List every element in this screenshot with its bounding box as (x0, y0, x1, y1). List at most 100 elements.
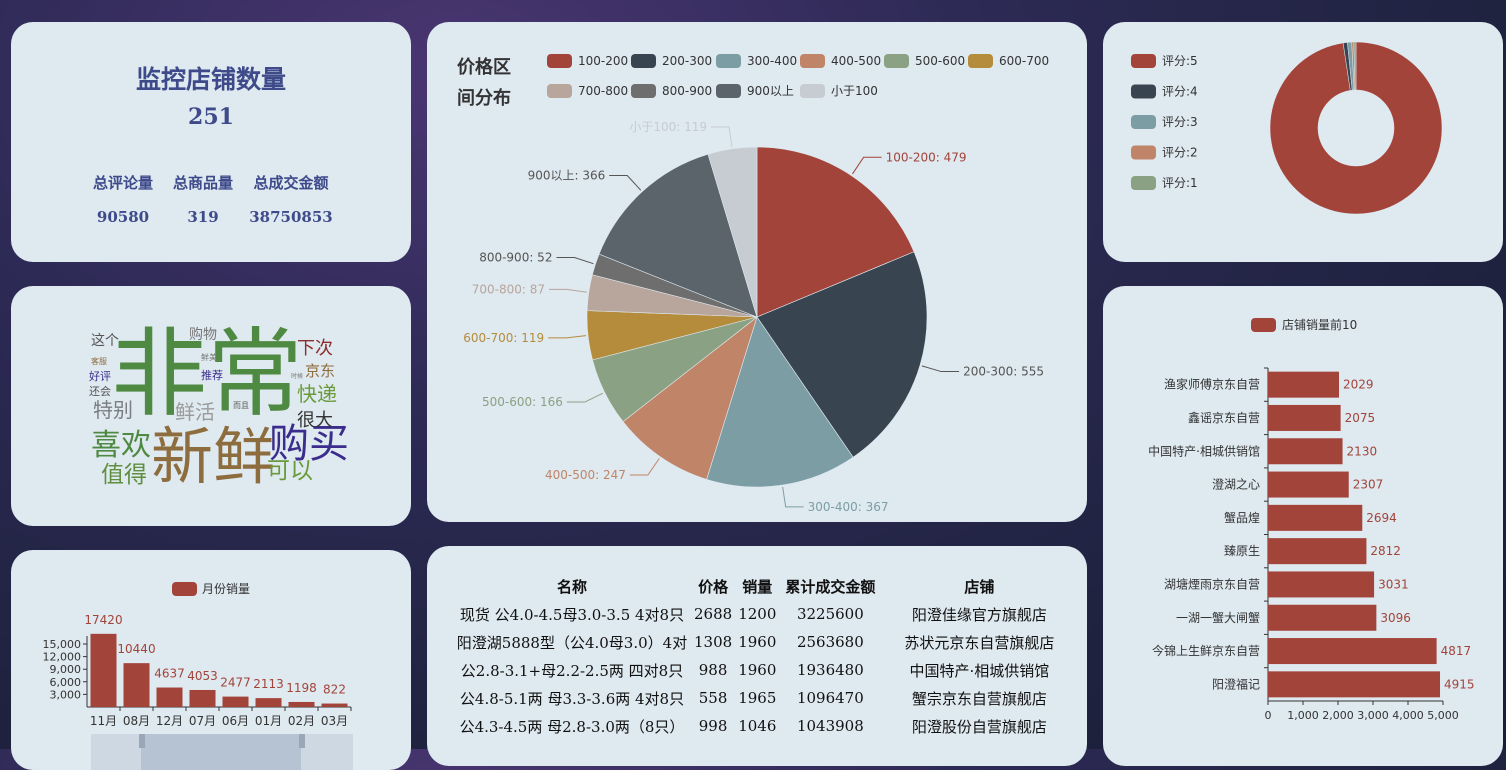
top10-bar-2[interactable] (1268, 438, 1343, 465)
rating-legend-label-4[interactable]: 评分:1 (1162, 176, 1198, 190)
pie-label-line-2 (782, 486, 804, 508)
legend-label-4[interactable]: 500-600 (915, 54, 965, 68)
top10-category-label-8: 今锦上生鲜京东自营 (1152, 643, 1260, 658)
top10-bar-7[interactable] (1268, 604, 1377, 631)
legend-label-2[interactable]: 300-400 (747, 54, 797, 68)
legend-swatch-9[interactable] (800, 84, 825, 98)
rating-donut-chart: 评分:5 评分:4 评分:3 评分:2 评分:1 (1131, 41, 1443, 215)
rating-legend-label-3[interactable]: 评分:2 (1162, 146, 1198, 160)
legend-label-6[interactable]: 700-800 (578, 84, 628, 98)
pie-slice-3[interactable] (622, 316, 758, 480)
legend-swatch-1[interactable] (631, 54, 656, 68)
pie-data-label-7: 800-900: 52 (479, 250, 552, 264)
donut-slice-4[interactable] (1353, 41, 1357, 91)
monthly-legend-label[interactable]: 月份销量 (202, 582, 250, 596)
top10-value-label-8: 4817 (1441, 644, 1472, 658)
rating-legend-swatch-2[interactable] (1131, 115, 1156, 129)
legend-swatch-7[interactable] (631, 84, 656, 98)
pie-slice-1[interactable] (756, 251, 928, 458)
rating-legend-label-2[interactable]: 评分:3 (1162, 115, 1198, 129)
legend-label-8[interactable]: 900以上 (747, 84, 794, 98)
top10-category-label-1: 鑫谣京东自营 (1188, 410, 1260, 425)
legend-swatch-3[interactable] (800, 54, 825, 68)
monthly-bar-2[interactable] (156, 687, 183, 707)
cloud-word-6: 特别 (93, 398, 133, 422)
total-goods-value: 319 (187, 208, 219, 226)
top10-bar-8[interactable] (1268, 638, 1437, 665)
legend-label-3[interactable]: 400-500 (831, 54, 881, 68)
top10-bar-3[interactable] (1268, 471, 1349, 498)
top10-bar-5[interactable] (1268, 538, 1367, 565)
monthly-bar-1[interactable] (123, 663, 150, 707)
monthly-y-tick-label-3: 6,000 (50, 676, 82, 689)
legend-swatch-5[interactable] (968, 54, 993, 68)
monthly-bar-5[interactable] (255, 698, 282, 707)
monthly-value-label-2: 4637 (154, 667, 185, 681)
monthly-zoom-window[interactable] (141, 734, 301, 770)
cloud-word-10: 下次 (297, 338, 333, 359)
top10-category-label-6: 湖塘煙雨京东自营 (1164, 576, 1260, 591)
top10-legend-label[interactable]: 店铺销量前10 (1282, 317, 1357, 332)
monthly-bar-6[interactable] (288, 701, 315, 707)
rating-legend-swatch-4[interactable] (1131, 176, 1156, 190)
legend-label-9[interactable]: 小于100 (831, 84, 878, 98)
cloud-word-14: 好评 (89, 370, 111, 383)
top10-value-label-0: 2029 (1343, 378, 1374, 392)
pie-slice-2[interactable] (706, 316, 854, 488)
rating-legend-swatch-1[interactable] (1131, 84, 1156, 99)
legend-swatch-0[interactable] (547, 54, 572, 68)
table-cell: 苏状元京东自营旗舰店 (904, 633, 1055, 652)
monthly-zoom-handle-left[interactable] (139, 734, 145, 748)
table-row: 公4.3-4.5两 母2.8-3.0两（8只） 998 1046 1043908 阳澄股… (453, 712, 1077, 740)
top10-bar-0[interactable] (1268, 371, 1340, 398)
monthly-bar-3[interactable] (189, 689, 216, 707)
price-pie-chart: 100-200 200-300 300-400 400-500 500-600 600-7… (463, 54, 1049, 514)
legend-label-5[interactable]: 600-700 (999, 54, 1049, 68)
monthly-category-label-0: 11月 (90, 714, 117, 728)
pie-label-line-4 (566, 392, 604, 403)
legend-label-1[interactable]: 200-300 (662, 54, 712, 68)
pie-slice-9[interactable] (707, 146, 758, 318)
table-cell: 1043908 (796, 717, 864, 735)
pie-slice-0[interactable] (756, 146, 915, 318)
legend-swatch-6[interactable] (547, 84, 572, 98)
legend-swatch-8[interactable] (716, 84, 741, 98)
monthly-legend-swatch[interactable] (172, 582, 197, 596)
top10-x-tick-label-5: 5,000 (1427, 709, 1459, 722)
top10-value-label-7: 3096 (1380, 611, 1411, 625)
table-row: 现货 公4.0-4.5母3.0-3.5 4对8只 2688 1200 3225600 阳… (453, 600, 1077, 628)
rating-legend-swatch-3[interactable] (1131, 145, 1156, 160)
rating-legend-label-0[interactable]: 评分:5 (1162, 54, 1198, 68)
legend-swatch-4[interactable] (884, 54, 909, 68)
monthly-bar-7[interactable] (321, 703, 348, 707)
rating-legend-label-1[interactable]: 评分:4 (1162, 85, 1198, 99)
top10-legend-swatch[interactable] (1251, 318, 1276, 332)
legend-label-0[interactable]: 100-200 (578, 54, 628, 68)
cloud-word-18: 鲜美 (201, 353, 217, 362)
cloud-word-17: 客服 (91, 357, 107, 366)
cloud-word-5: 可以 (267, 458, 313, 484)
top10-bar-1[interactable] (1268, 404, 1341, 431)
cloud-word-7: 鲜活 (175, 400, 215, 424)
pie-slice-8[interactable] (598, 153, 758, 318)
monthly-sales-card: 月份销量 15,000 12,000 9,000 6,000 3,000 17420 11月 1… (11, 550, 411, 770)
goods-table-body: 现货 公4.0-4.5母3.0-3.5 4对8只 2688 1200 3225600 阳… (453, 600, 1077, 740)
top10-bar-4[interactable] (1268, 504, 1363, 531)
table-row: 公4.8-5.1两 母3.3-3.6两 4对8只 558 1965 1096470 蟹宗… (453, 684, 1077, 712)
top10-bar-6[interactable] (1268, 571, 1375, 598)
pie-label-line-7 (556, 256, 594, 265)
monthly-bar-4[interactable] (222, 696, 249, 707)
legend-swatch-2[interactable] (716, 54, 741, 68)
top10-value-label-6: 3031 (1378, 577, 1409, 591)
rating-legend-swatch-0[interactable] (1131, 54, 1156, 68)
monthly-bar-0[interactable] (90, 633, 117, 707)
top10-value-label-1: 2075 (1345, 411, 1376, 425)
donut-slice-0[interactable] (1269, 41, 1443, 215)
monthly-zoom-handle-right[interactable] (299, 734, 305, 748)
monthly-value-label-6: 1198 (286, 681, 317, 695)
legend-label-7[interactable]: 800-900 (662, 84, 712, 98)
top10-bar-9[interactable] (1268, 671, 1441, 698)
total-goods-label: 总商品量 (172, 174, 233, 192)
goods-table: 名称 价格 销量 累计成交金额 店铺 现货 公4.0-4.5母3.0-3.5 4… (453, 572, 1077, 740)
